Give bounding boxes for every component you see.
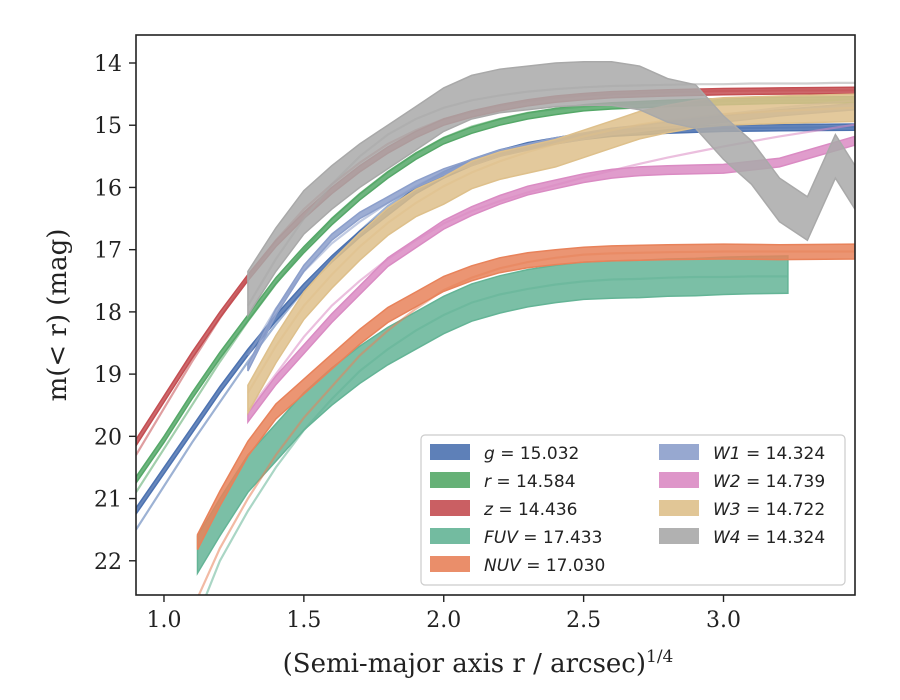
data-band-w3 bbox=[247, 93, 855, 416]
legend-label: W2 = 14.739 bbox=[713, 472, 825, 492]
legend: g = 15.032 r = 14.584 z = 14.436 FUV = 17.4… bbox=[420, 434, 846, 586]
series-w2 bbox=[247, 123, 855, 425]
legend-item-nuv: NUV = 17.030 bbox=[430, 556, 605, 576]
legend-swatch bbox=[659, 500, 699, 516]
legend-label: W4 = 14.324 bbox=[713, 528, 825, 548]
legend-swatch bbox=[430, 556, 470, 572]
legend-swatch bbox=[659, 444, 699, 460]
legend-label: W3 = 14.722 bbox=[713, 500, 825, 520]
x-tick-label: 1.5 bbox=[286, 608, 321, 633]
legend-label: FUV = 17.433 bbox=[484, 528, 602, 548]
x-tick-label: 2.5 bbox=[566, 608, 601, 633]
legend-label: g = 15.032 bbox=[484, 444, 579, 464]
data-band-w4 bbox=[247, 61, 855, 318]
series-w4 bbox=[246, 61, 855, 318]
legend-item-g: g = 15.032 bbox=[430, 444, 579, 464]
legend-label: NUV = 17.030 bbox=[484, 556, 605, 576]
y-tick-label: 20 bbox=[94, 425, 122, 450]
x-tick-label: 3.0 bbox=[706, 608, 741, 633]
y-tick-label: 14 bbox=[94, 52, 122, 77]
legend-item-w2: W2 = 14.739 bbox=[659, 472, 825, 492]
legend-label: W1 = 14.324 bbox=[713, 444, 825, 464]
y-tick-label: 21 bbox=[94, 488, 122, 513]
y-tick-label: 18 bbox=[94, 301, 122, 326]
legend-item-w4: W4 = 14.324 bbox=[659, 528, 825, 548]
legend-item-w1: W1 = 14.324 bbox=[659, 444, 825, 464]
x-tick-label: 2.0 bbox=[426, 608, 461, 633]
legend-swatch bbox=[430, 500, 470, 516]
legend-item-z: z = 14.436 bbox=[430, 500, 577, 520]
y-tick-label: 15 bbox=[94, 114, 122, 139]
y-tick-label: 17 bbox=[94, 239, 122, 264]
x-axis-ticks: 1.0 1.5 2.0 2.5 3.0 bbox=[146, 595, 741, 633]
legend-label: z = 14.436 bbox=[483, 500, 577, 520]
legend-frame bbox=[420, 434, 846, 586]
y-axis-ticks: 14 15 16 17 18 19 20 21 22 bbox=[94, 52, 136, 575]
legend-item-fuv: FUV = 17.433 bbox=[430, 528, 602, 548]
data-band-w1 bbox=[247, 102, 855, 372]
x-axis-label: (Semi-major axis r / arcsec)1/4 bbox=[283, 647, 674, 679]
legend-swatch bbox=[430, 528, 470, 544]
legend-swatch bbox=[659, 528, 699, 544]
legend-item-r: r = 14.584 bbox=[430, 472, 576, 492]
y-tick-label: 22 bbox=[94, 550, 122, 575]
y-axis-label: m(< r) (mag) bbox=[43, 229, 73, 402]
data-band-w2 bbox=[247, 135, 855, 425]
series-nuv bbox=[196, 243, 855, 595]
legend-swatch bbox=[430, 444, 470, 460]
legend-swatch bbox=[659, 472, 699, 488]
y-tick-label: 19 bbox=[94, 363, 122, 388]
series-layer bbox=[136, 61, 855, 595]
y-tick-label: 16 bbox=[94, 176, 122, 201]
legend-item-w3: W3 = 14.722 bbox=[659, 500, 825, 520]
x-tick-label: 1.0 bbox=[146, 608, 181, 633]
plot-frame bbox=[135, 34, 856, 596]
data-band-nuv bbox=[196, 243, 855, 550]
legend-swatch bbox=[430, 472, 470, 488]
data-band-r bbox=[136, 95, 855, 485]
legend-label: r = 14.584 bbox=[484, 472, 576, 492]
